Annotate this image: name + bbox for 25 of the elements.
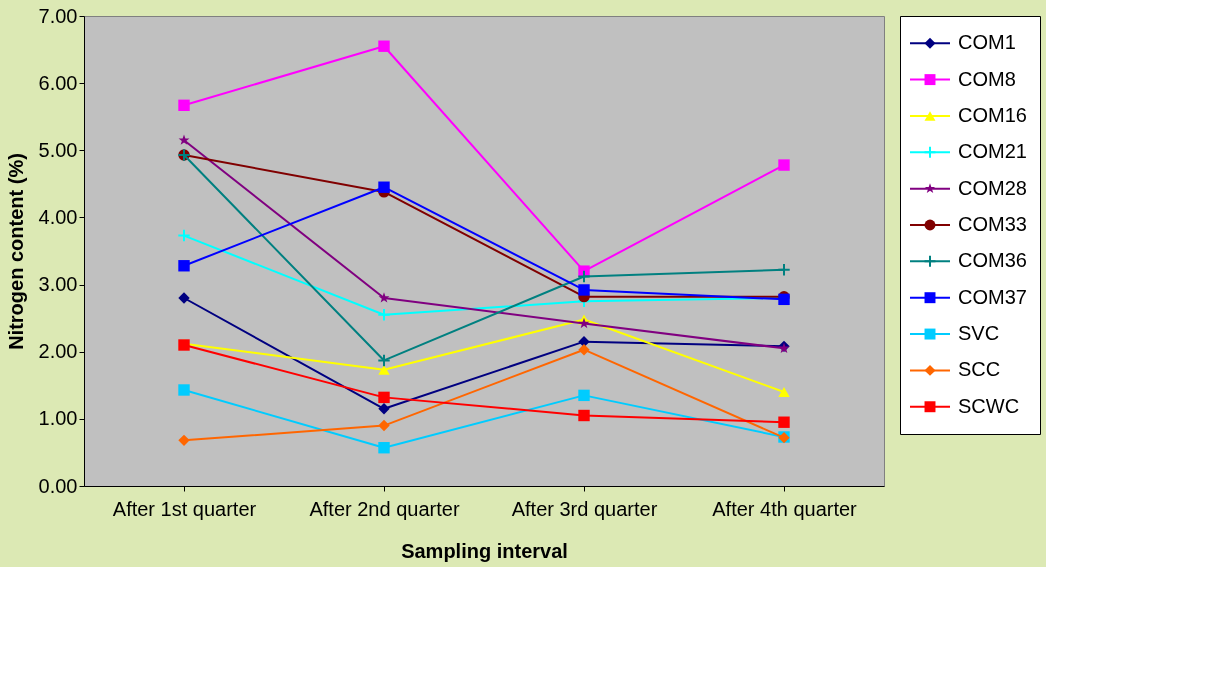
legend-label: COM28 — [958, 176, 1027, 199]
x-axis-title: Sampling interval — [401, 539, 568, 562]
x-tick-label: After 3rd quarter — [511, 497, 658, 520]
legend-label: COM33 — [958, 213, 1027, 235]
legend-label: SVC — [958, 322, 1000, 345]
y-axis-title: Nitrogen content (%) — [4, 153, 27, 350]
legend-label: COM21 — [958, 140, 1027, 163]
y-tick-label: 7.00 — [38, 4, 78, 27]
x-tick-label: After 4th quarter — [712, 497, 858, 520]
y-tick-label: 0.00 — [38, 474, 78, 497]
legend-label: COM16 — [958, 103, 1027, 126]
x-tick-label: After 1st quarter — [112, 497, 257, 520]
y-tick-label: 3.00 — [38, 273, 78, 296]
legend-label: COM1 — [958, 31, 1016, 54]
legend-label: COM36 — [958, 249, 1027, 272]
y-tick-label: 2.00 — [38, 340, 78, 363]
legend-label: SCWC — [958, 394, 1020, 417]
legend-label: COM8 — [958, 67, 1016, 90]
y-tick-label: 1.00 — [38, 407, 78, 430]
y-tick-label: 6.00 — [38, 71, 78, 94]
y-tick-label: 4.00 — [38, 205, 78, 228]
y-tick-label: 5.00 — [38, 138, 78, 161]
legend-label: COM37 — [958, 285, 1027, 308]
legend-label: SCC — [958, 358, 1001, 381]
x-tick-label: After 2nd quarter — [309, 497, 460, 520]
